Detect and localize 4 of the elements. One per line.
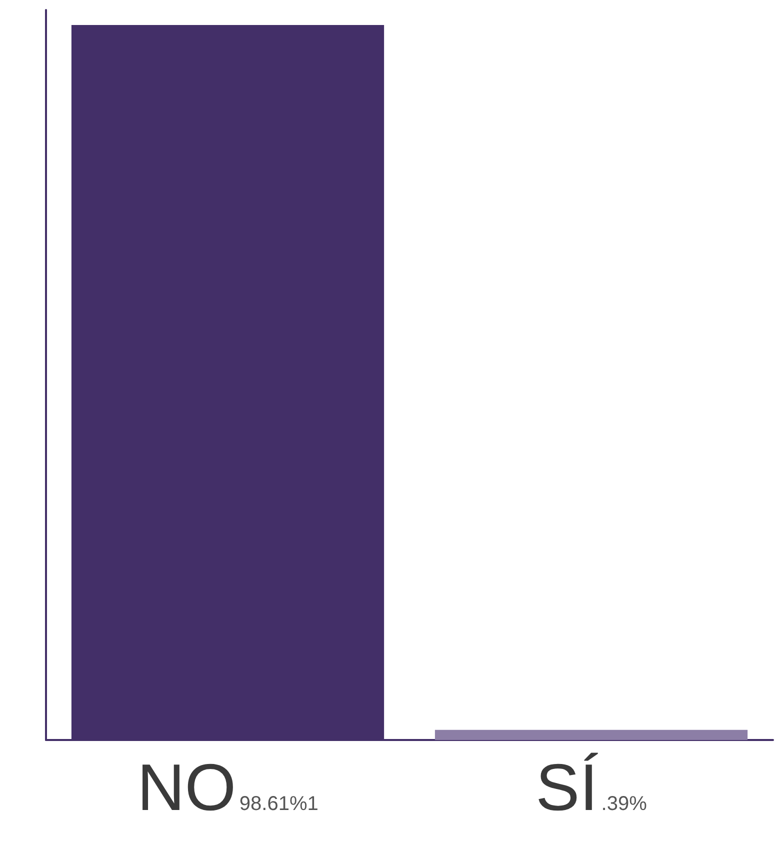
x-tick-label: SÍ: [536, 750, 599, 824]
x-tick-label: NO: [137, 750, 236, 824]
text: .39%: [601, 793, 648, 815]
text: 98.61%1: [239, 793, 318, 815]
